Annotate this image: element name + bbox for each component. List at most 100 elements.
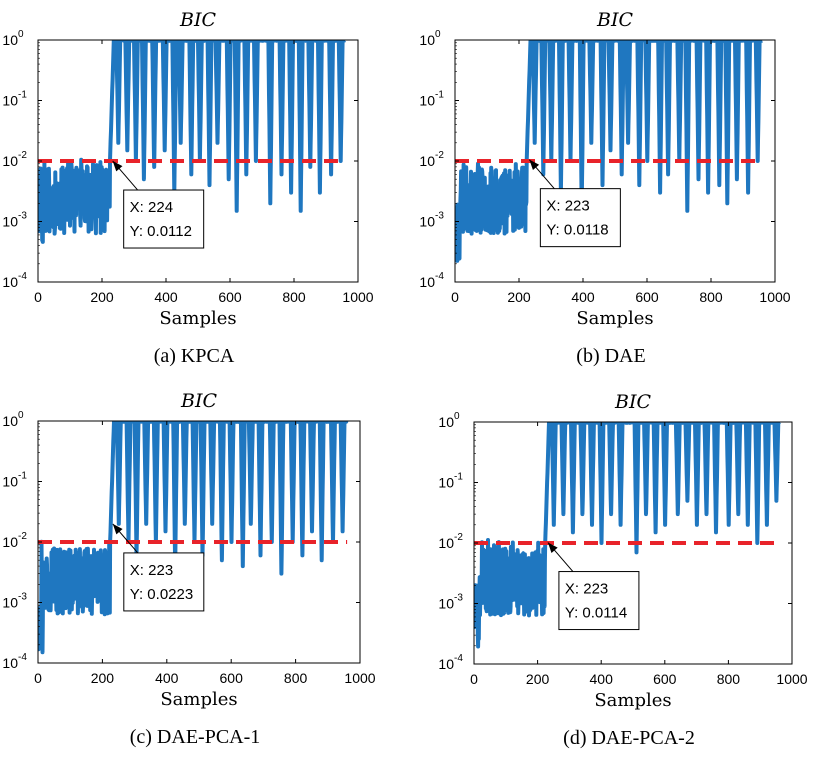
x-tick-label: 400	[154, 289, 178, 305]
y-tick-label: 10	[419, 214, 435, 230]
subfigure-caption: (b) DAE	[576, 345, 645, 367]
y-tick-label: 10	[2, 655, 18, 671]
x-tick-label: 1000	[759, 289, 790, 305]
y-tick-exponent: -3	[435, 211, 444, 222]
y-tick-label: 10	[438, 596, 454, 612]
y-tick-exponent: -1	[18, 471, 27, 482]
datatip-y-value: Y: 0.0118	[546, 222, 608, 239]
datatip-arrow-head	[112, 523, 123, 535]
y-tick-exponent: 0	[435, 29, 441, 40]
y-tick-label: 10	[2, 474, 18, 490]
chart-title: BIC	[180, 390, 217, 412]
x-tick-label: 1000	[344, 670, 375, 686]
x-tick-label: 200	[90, 289, 114, 305]
datatip-x-value: X: 223	[546, 198, 589, 215]
chart-panel: 0 200 400 600 800 1000 10 -4 10 -3 10 -2 10 -1 10 0 BIC S…	[0, 0, 415, 388]
x-tick-label: 600	[635, 289, 659, 305]
y-tick-exponent: -1	[454, 472, 463, 483]
y-tick-exponent: -2	[18, 150, 27, 161]
subfigure-caption: (c) DAE-PCA-1	[130, 726, 261, 748]
y-tick-exponent: -2	[435, 150, 444, 161]
x-tick-label: 400	[590, 671, 614, 687]
chart-title: BIC	[614, 391, 651, 413]
y-tick-label: 10	[2, 413, 18, 429]
x-tick-label: 800	[284, 670, 308, 686]
datatip-y-value: Y: 0.0114	[565, 605, 627, 622]
datatip-x-value: X: 223	[565, 581, 608, 598]
y-tick-exponent: -3	[18, 592, 27, 603]
y-tick-exponent: -4	[454, 653, 463, 664]
x-axis-label: Samples	[159, 308, 236, 329]
y-tick-label: 10	[2, 534, 18, 550]
chart-title: BIC	[596, 9, 633, 31]
y-tick-label: 10	[419, 32, 435, 48]
x-tick-label: 1000	[342, 289, 373, 305]
y-tick-exponent: -1	[18, 90, 27, 101]
x-tick-label: 200	[507, 289, 531, 305]
y-tick-exponent: 0	[18, 29, 24, 40]
y-tick-exponent: 0	[454, 411, 460, 422]
datatip-arrow-head	[547, 542, 558, 553]
y-tick-label: 10	[438, 656, 454, 672]
x-tick-label: 1000	[776, 671, 807, 687]
y-tick-label: 10	[419, 274, 435, 290]
datatip-y-value: Y: 0.0223	[130, 586, 193, 603]
x-tick-label: 600	[653, 671, 677, 687]
chart-panel: 0 200 400 600 800 1000 10 -4 10 -3 10 -2 10 -1 10 0 BIC S…	[0, 380, 415, 768]
x-axis-label: Samples	[160, 689, 237, 710]
x-tick-label: 200	[91, 670, 115, 686]
x-tick-label: 600	[218, 289, 242, 305]
y-tick-label: 10	[438, 535, 454, 551]
datatip-x-value: X: 223	[130, 562, 173, 579]
y-tick-label: 10	[419, 153, 435, 169]
bic-series-line	[474, 422, 781, 649]
y-tick-exponent: -4	[435, 271, 444, 282]
x-axis-label: Samples	[576, 308, 653, 329]
x-tick-label: 800	[699, 289, 723, 305]
x-tick-label: 0	[34, 670, 42, 686]
x-tick-label: 0	[451, 289, 459, 305]
x-tick-label: 400	[571, 289, 595, 305]
y-tick-label: 10	[2, 93, 18, 109]
y-tick-label: 10	[2, 214, 18, 230]
x-tick-label: 800	[282, 289, 306, 305]
datatip-box	[558, 571, 640, 631]
y-tick-exponent: -1	[435, 90, 444, 101]
subfigure-caption: (d) DAE-PCA-2	[563, 727, 695, 749]
datatip-box	[123, 552, 205, 612]
y-tick-label: 10	[2, 595, 18, 611]
x-tick-label: 0	[34, 289, 42, 305]
y-tick-exponent: -2	[454, 532, 463, 543]
datatip-arrow-head	[112, 161, 123, 172]
x-tick-label: 200	[526, 671, 550, 687]
y-tick-exponent: -3	[454, 593, 463, 604]
chart-title: BIC	[179, 9, 216, 31]
datatip-box	[123, 189, 205, 249]
datatip-arrow-head	[529, 159, 540, 171]
y-tick-label: 10	[2, 153, 18, 169]
chart-panel: 0 200 400 600 800 1000 10 -4 10 -3 10 -2 10 -1 10 0 BIC S…	[435, 381, 831, 769]
y-tick-label: 10	[2, 274, 18, 290]
y-tick-label: 10	[2, 32, 18, 48]
datatip-y-value: Y: 0.0112	[130, 223, 192, 240]
chart-panel: 0 200 400 600 800 1000 10 -4 10 -3 10 -2 10 -1 10 0 BIC S…	[416, 0, 831, 388]
y-tick-exponent: 0	[18, 410, 24, 421]
subfigure-caption: (a) KPCA	[154, 345, 235, 367]
x-tick-label: 400	[155, 670, 179, 686]
y-tick-label: 10	[419, 93, 435, 109]
x-tick-label: 0	[470, 671, 478, 687]
y-tick-exponent: -2	[18, 531, 27, 542]
y-tick-exponent: -3	[18, 211, 27, 222]
x-tick-label: 800	[717, 671, 741, 687]
x-tick-label: 600	[220, 670, 244, 686]
y-tick-exponent: -4	[18, 652, 27, 663]
y-tick-label: 10	[438, 475, 454, 491]
y-tick-label: 10	[438, 414, 454, 430]
datatip-x-value: X: 224	[130, 199, 173, 216]
x-axis-label: Samples	[594, 690, 671, 711]
datatip-box	[539, 188, 621, 248]
y-tick-exponent: -4	[18, 271, 27, 282]
